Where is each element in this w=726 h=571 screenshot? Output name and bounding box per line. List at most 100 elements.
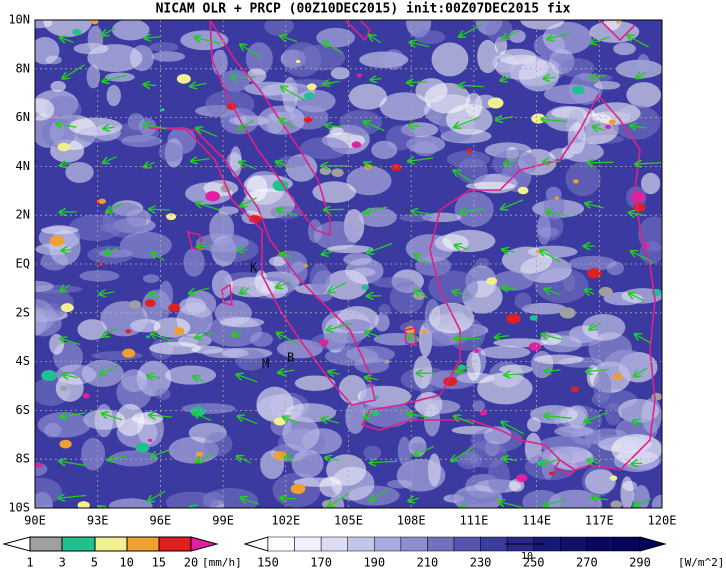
cloud (431, 42, 469, 77)
wind-arrow (280, 119, 295, 129)
wind-arrow (105, 246, 120, 253)
cloud (211, 270, 233, 299)
wind-arrow (495, 336, 509, 338)
wind-arrow (151, 253, 165, 262)
wind-arrow (365, 331, 380, 336)
wind-arrow (544, 498, 566, 506)
wind-arrow (588, 460, 599, 464)
cloud (311, 332, 361, 350)
rain-cell (319, 167, 332, 176)
rain-cell (361, 284, 369, 290)
olr-label: 290 (629, 556, 651, 570)
cloud (261, 280, 288, 299)
olr-swatch (347, 536, 375, 552)
cloud (640, 172, 661, 195)
wind-arrow (503, 458, 517, 461)
lat-label: 8S (16, 452, 30, 466)
olr-under (243, 536, 269, 552)
cloud (533, 354, 584, 365)
cloud (396, 458, 446, 492)
wind-arrow (327, 322, 352, 330)
wind-arrow (593, 127, 606, 131)
wind-arrow (364, 409, 380, 417)
rain-cell (554, 196, 560, 200)
wind-arrow (237, 456, 251, 464)
wind-arrow (104, 127, 115, 129)
wind-arrow (195, 37, 220, 44)
olr-label: 210 (417, 556, 439, 570)
cloud (495, 54, 549, 80)
olr-swatch (427, 536, 455, 552)
rain-cell (598, 286, 613, 297)
wind-vectors (56, 23, 662, 508)
wind-arrow (100, 292, 115, 294)
wind-arrow (591, 36, 610, 43)
rain-cell (273, 417, 287, 426)
cloud (149, 42, 179, 52)
wind-arrow (542, 460, 560, 465)
rain-cell (176, 73, 191, 84)
cloud (86, 64, 101, 89)
precip-colorbar (2, 536, 219, 552)
wind-arrow (196, 128, 218, 138)
cloud (264, 20, 294, 36)
lat-label: 8N (16, 61, 30, 75)
marker-label: B (287, 351, 294, 365)
cloud (313, 221, 360, 251)
cloud (218, 206, 239, 215)
wind-arrow (409, 498, 420, 501)
lat-label: 4S (16, 354, 30, 368)
lon-label: 117E (585, 514, 614, 528)
wind-arrow (106, 202, 124, 212)
wind-arrow (276, 281, 291, 288)
olr-swatch (480, 536, 508, 552)
wind-arrow (277, 210, 297, 216)
cloud (183, 247, 205, 277)
wind-arrow (459, 23, 483, 36)
rain-cell (632, 203, 646, 212)
rain-cell (548, 471, 555, 476)
wind-arrow (499, 502, 525, 508)
cloud (651, 494, 662, 508)
cloud (294, 375, 336, 391)
wind-arrow (547, 211, 569, 217)
wind-arrow (280, 498, 297, 499)
wind-arrow (634, 367, 648, 376)
graticule (35, 20, 662, 508)
legend-labels: 150 170 190 210 230 250 270 290 1 3 5 10 15 20 (26, 556, 650, 570)
wind-arrow (414, 445, 435, 455)
wind-arrow (240, 45, 261, 59)
cloud (397, 436, 411, 466)
cloud (487, 459, 510, 495)
wind-arrow (61, 413, 86, 417)
cloud (87, 245, 134, 264)
wind-arrow (276, 162, 291, 169)
wind-arrow (322, 419, 340, 424)
rain-cell (479, 410, 488, 416)
cloud (35, 37, 60, 65)
wind-arrow (103, 156, 117, 163)
cloud (276, 339, 324, 359)
wind-arrow (636, 72, 647, 78)
cloud (514, 292, 532, 310)
lat-label: 10N (8, 13, 30, 27)
cloud (41, 118, 76, 148)
cloud (109, 498, 153, 508)
rain-cell (144, 299, 156, 308)
lat-label: 6S (16, 403, 30, 417)
cloud (346, 166, 392, 196)
cloud (363, 445, 382, 461)
wind-arrow (238, 249, 249, 250)
rain-cell (168, 303, 181, 312)
wind-arrow (278, 370, 295, 373)
cloud (79, 270, 120, 282)
cloud (626, 82, 662, 108)
cloud (383, 49, 405, 70)
cloud (245, 42, 273, 76)
cloud (229, 146, 242, 178)
wind-arrow (454, 416, 475, 425)
rain-cell (166, 213, 177, 221)
cloud (636, 53, 650, 74)
cloud (480, 345, 531, 359)
rain-cell (303, 116, 313, 123)
